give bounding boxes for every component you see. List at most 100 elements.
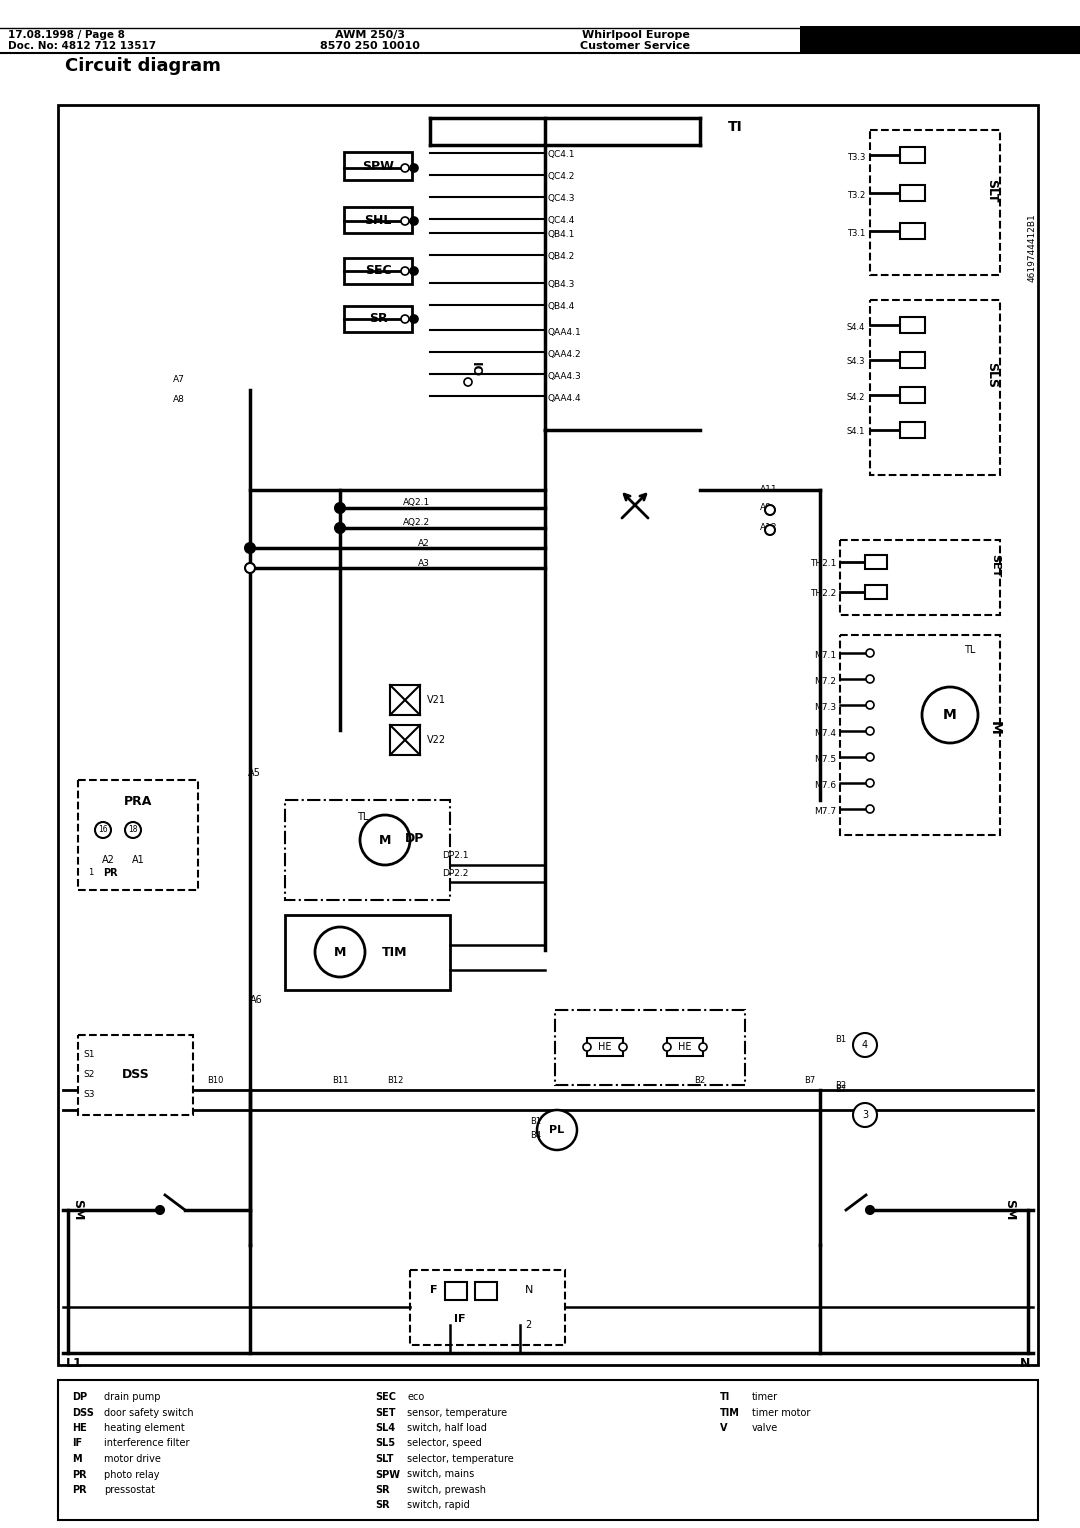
Text: TIM: TIM xyxy=(382,946,408,958)
Text: S4.2: S4.2 xyxy=(847,393,865,402)
Circle shape xyxy=(866,753,874,761)
Bar xyxy=(840,636,1000,834)
Bar xyxy=(865,585,887,599)
Text: IO: IO xyxy=(469,362,482,377)
Text: QC4.1: QC4.1 xyxy=(548,150,576,159)
Text: PR: PR xyxy=(72,1485,86,1494)
Text: QAA4.4: QAA4.4 xyxy=(548,394,582,402)
Text: motor drive: motor drive xyxy=(104,1455,161,1464)
Circle shape xyxy=(464,377,472,387)
Circle shape xyxy=(866,649,874,657)
Text: M7.2: M7.2 xyxy=(814,677,836,686)
Text: HE: HE xyxy=(598,1042,611,1051)
Bar xyxy=(410,1270,565,1345)
Text: SPW: SPW xyxy=(375,1470,400,1479)
Text: S4.1: S4.1 xyxy=(847,428,865,437)
Circle shape xyxy=(765,526,775,535)
Circle shape xyxy=(866,779,874,787)
Text: T3.3: T3.3 xyxy=(847,153,865,162)
Text: SR: SR xyxy=(368,313,388,325)
Bar xyxy=(900,387,924,403)
Circle shape xyxy=(866,727,874,735)
Text: A7: A7 xyxy=(173,376,185,385)
Text: PL: PL xyxy=(550,1125,565,1135)
Text: 17.08.1998 / Page 8: 17.08.1998 / Page 8 xyxy=(8,31,125,40)
Text: eco: eco xyxy=(407,1392,424,1403)
Text: QC4.4: QC4.4 xyxy=(548,217,576,226)
Text: M7.7: M7.7 xyxy=(814,807,836,816)
Circle shape xyxy=(866,701,874,709)
Text: A9: A9 xyxy=(760,504,772,512)
Text: SEC: SEC xyxy=(375,1392,396,1403)
Bar xyxy=(390,685,420,715)
Text: switch, prewash: switch, prewash xyxy=(407,1485,486,1494)
Text: B11: B11 xyxy=(332,1076,348,1085)
Text: B7: B7 xyxy=(835,1085,847,1094)
Text: timer motor: timer motor xyxy=(752,1407,810,1418)
Circle shape xyxy=(410,315,418,322)
Text: QB4.3: QB4.3 xyxy=(548,281,576,289)
Text: QB4.2: QB4.2 xyxy=(548,252,576,261)
Text: TL: TL xyxy=(964,645,975,656)
Bar xyxy=(345,206,411,232)
Circle shape xyxy=(537,1109,577,1151)
Text: B7: B7 xyxy=(805,1076,815,1085)
Circle shape xyxy=(866,1206,874,1215)
Text: photo relay: photo relay xyxy=(104,1470,160,1479)
Circle shape xyxy=(699,1044,707,1051)
Circle shape xyxy=(663,1044,671,1051)
Bar xyxy=(800,26,1080,53)
Bar xyxy=(345,306,411,332)
Bar xyxy=(58,105,1038,1365)
Bar xyxy=(900,351,924,368)
Text: V21: V21 xyxy=(427,695,446,704)
Text: TIM: TIM xyxy=(720,1407,740,1418)
Bar xyxy=(58,1380,1038,1520)
Bar xyxy=(285,915,450,990)
Text: drain pump: drain pump xyxy=(104,1392,161,1403)
Text: S4.3: S4.3 xyxy=(847,358,865,367)
Circle shape xyxy=(410,163,418,173)
Text: QC4.2: QC4.2 xyxy=(548,173,576,182)
Circle shape xyxy=(360,814,410,865)
Text: SL5: SL5 xyxy=(375,1438,395,1449)
Text: A2: A2 xyxy=(102,856,114,865)
Text: S2: S2 xyxy=(83,1070,94,1079)
Text: DP: DP xyxy=(405,831,424,845)
Text: B12: B12 xyxy=(387,1076,403,1085)
Text: door safety switch: door safety switch xyxy=(104,1407,193,1418)
Text: selector, speed: selector, speed xyxy=(407,1438,482,1449)
Text: M7.4: M7.4 xyxy=(814,729,836,738)
Bar xyxy=(840,539,1000,614)
Text: M7.1: M7.1 xyxy=(814,651,836,660)
Text: AQ2.1: AQ2.1 xyxy=(403,498,430,507)
Text: T3.2: T3.2 xyxy=(847,191,865,200)
Text: S3: S3 xyxy=(83,1089,95,1099)
Circle shape xyxy=(765,504,775,515)
Text: switch, rapid: switch, rapid xyxy=(407,1500,470,1511)
Circle shape xyxy=(853,1103,877,1128)
Circle shape xyxy=(922,688,978,743)
Text: B1: B1 xyxy=(530,1117,541,1126)
Text: QAA4.1: QAA4.1 xyxy=(548,327,582,336)
Text: Whirlpool Europe: Whirlpool Europe xyxy=(582,31,690,40)
Text: M: M xyxy=(72,1455,82,1464)
Text: SR: SR xyxy=(375,1485,390,1494)
Text: A2: A2 xyxy=(418,538,430,547)
Text: DP: DP xyxy=(72,1392,87,1403)
Circle shape xyxy=(619,1044,627,1051)
Text: A5: A5 xyxy=(248,769,261,778)
Bar xyxy=(865,555,887,568)
Text: switch, mains: switch, mains xyxy=(407,1470,474,1479)
Text: SR: SR xyxy=(375,1500,390,1511)
Text: Doc. No: 4812 712 13517: Doc. No: 4812 712 13517 xyxy=(8,41,157,50)
Bar xyxy=(900,422,924,439)
Text: A8: A8 xyxy=(173,396,185,405)
Text: L1: L1 xyxy=(66,1357,83,1371)
Text: T3.1: T3.1 xyxy=(847,229,865,237)
Circle shape xyxy=(315,927,365,976)
Bar xyxy=(870,130,1000,275)
Circle shape xyxy=(410,267,418,275)
Text: M: M xyxy=(334,946,347,958)
Bar xyxy=(285,801,450,900)
